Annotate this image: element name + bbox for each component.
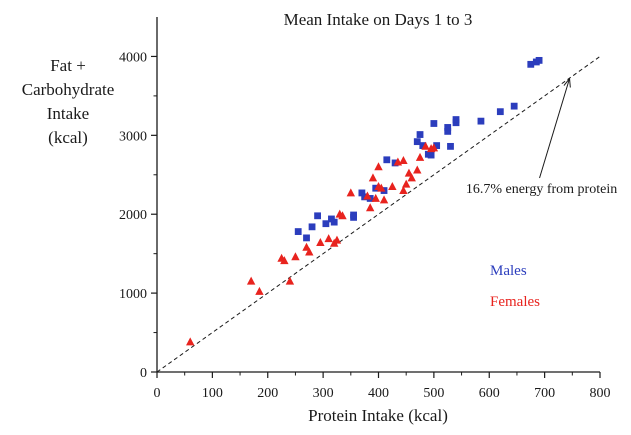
female-point (255, 286, 264, 295)
male-point (303, 234, 310, 242)
y-axis-title-line: Carbohydrate (22, 80, 115, 99)
female-point (316, 238, 325, 247)
x-tick-label: 600 (479, 386, 500, 401)
y-tick-label: 1000 (119, 287, 147, 302)
male-point (527, 60, 535, 68)
female-point (379, 195, 389, 204)
x-tick-label: 400 (368, 386, 389, 401)
male-point (430, 120, 438, 127)
female-point (377, 183, 386, 192)
x-tick-label: 100 (202, 386, 223, 401)
male-point (444, 124, 452, 131)
male-point (510, 102, 518, 110)
female-point (346, 188, 356, 197)
male-point (308, 223, 316, 231)
x-tick-label: 700 (534, 386, 555, 401)
female-point (363, 191, 372, 200)
male-point (477, 117, 485, 125)
axes: 0 100 200 300 400 500 600 700 800 0 1000 2000 3000 40… (119, 17, 611, 401)
female-point (186, 337, 195, 346)
male-point (314, 212, 321, 220)
female-point (285, 276, 295, 285)
x-tick-label: 200 (257, 386, 278, 401)
male-point (350, 211, 357, 219)
male-point (358, 189, 366, 197)
y-axis-title-line: Fat + (50, 56, 86, 75)
male-point (452, 116, 460, 123)
y-tick-label: 3000 (119, 129, 147, 144)
male-point (447, 142, 454, 150)
x-tick-label: 800 (590, 386, 611, 401)
male-point (419, 142, 427, 149)
reference-line (156, 56, 601, 373)
y-tick-label: 0 (140, 366, 147, 381)
female-point (415, 152, 425, 161)
female-point (324, 234, 333, 243)
y-axis-title-line: Intake (47, 104, 89, 123)
male-point (413, 138, 421, 146)
annotation-arrow-line (539, 78, 571, 179)
female-point (368, 173, 378, 182)
data-points (186, 56, 543, 346)
chart-title: Mean Intake on Days 1 to 3 (284, 10, 473, 29)
female-point (407, 173, 416, 182)
male-point (444, 127, 452, 135)
y-axis-title: Fat + Carbohydrate Intake (kcal) (22, 56, 115, 147)
y-axis-title-line: (kcal) (48, 128, 88, 147)
female-point (399, 155, 408, 164)
y-tick-label: 2000 (119, 208, 147, 223)
female-point (280, 256, 289, 265)
x-tick-label: 300 (313, 386, 334, 401)
annotation-label: 16.7% energy from protein (466, 182, 617, 197)
x-axis-title: Protein Intake (kcal) (308, 406, 448, 425)
legend-entry-males: Males (490, 263, 527, 279)
female-point (413, 165, 422, 174)
female-point (305, 247, 314, 256)
x-tick-label: 500 (423, 386, 444, 401)
legend-entry-females: Females (490, 294, 540, 310)
female-point (429, 143, 439, 152)
male-point (496, 108, 504, 116)
male-point (535, 56, 543, 64)
female-point (365, 203, 375, 212)
male-point (330, 218, 338, 226)
female-point (338, 211, 347, 220)
female-point (291, 252, 300, 261)
female-point (374, 162, 383, 171)
female-point (401, 179, 411, 188)
female-point (332, 235, 342, 244)
female-point (421, 141, 430, 150)
female-point (246, 276, 256, 285)
x-tick-label: 0 (154, 386, 161, 401)
legend: Males Females (490, 263, 540, 310)
female-point (302, 242, 311, 251)
male-point (433, 142, 441, 149)
female-point (399, 185, 408, 194)
male-point (322, 220, 330, 228)
male-point (427, 151, 435, 159)
annotation-arrowhead (563, 77, 571, 88)
male-point (383, 156, 391, 164)
y-tick-label: 4000 (119, 50, 147, 65)
female-point (388, 182, 397, 191)
reference-line-group: 16.7% energy from protein (156, 56, 617, 373)
male-point (416, 131, 424, 138)
male-point (294, 228, 302, 235)
female-point (371, 193, 380, 202)
female-point (404, 168, 414, 177)
